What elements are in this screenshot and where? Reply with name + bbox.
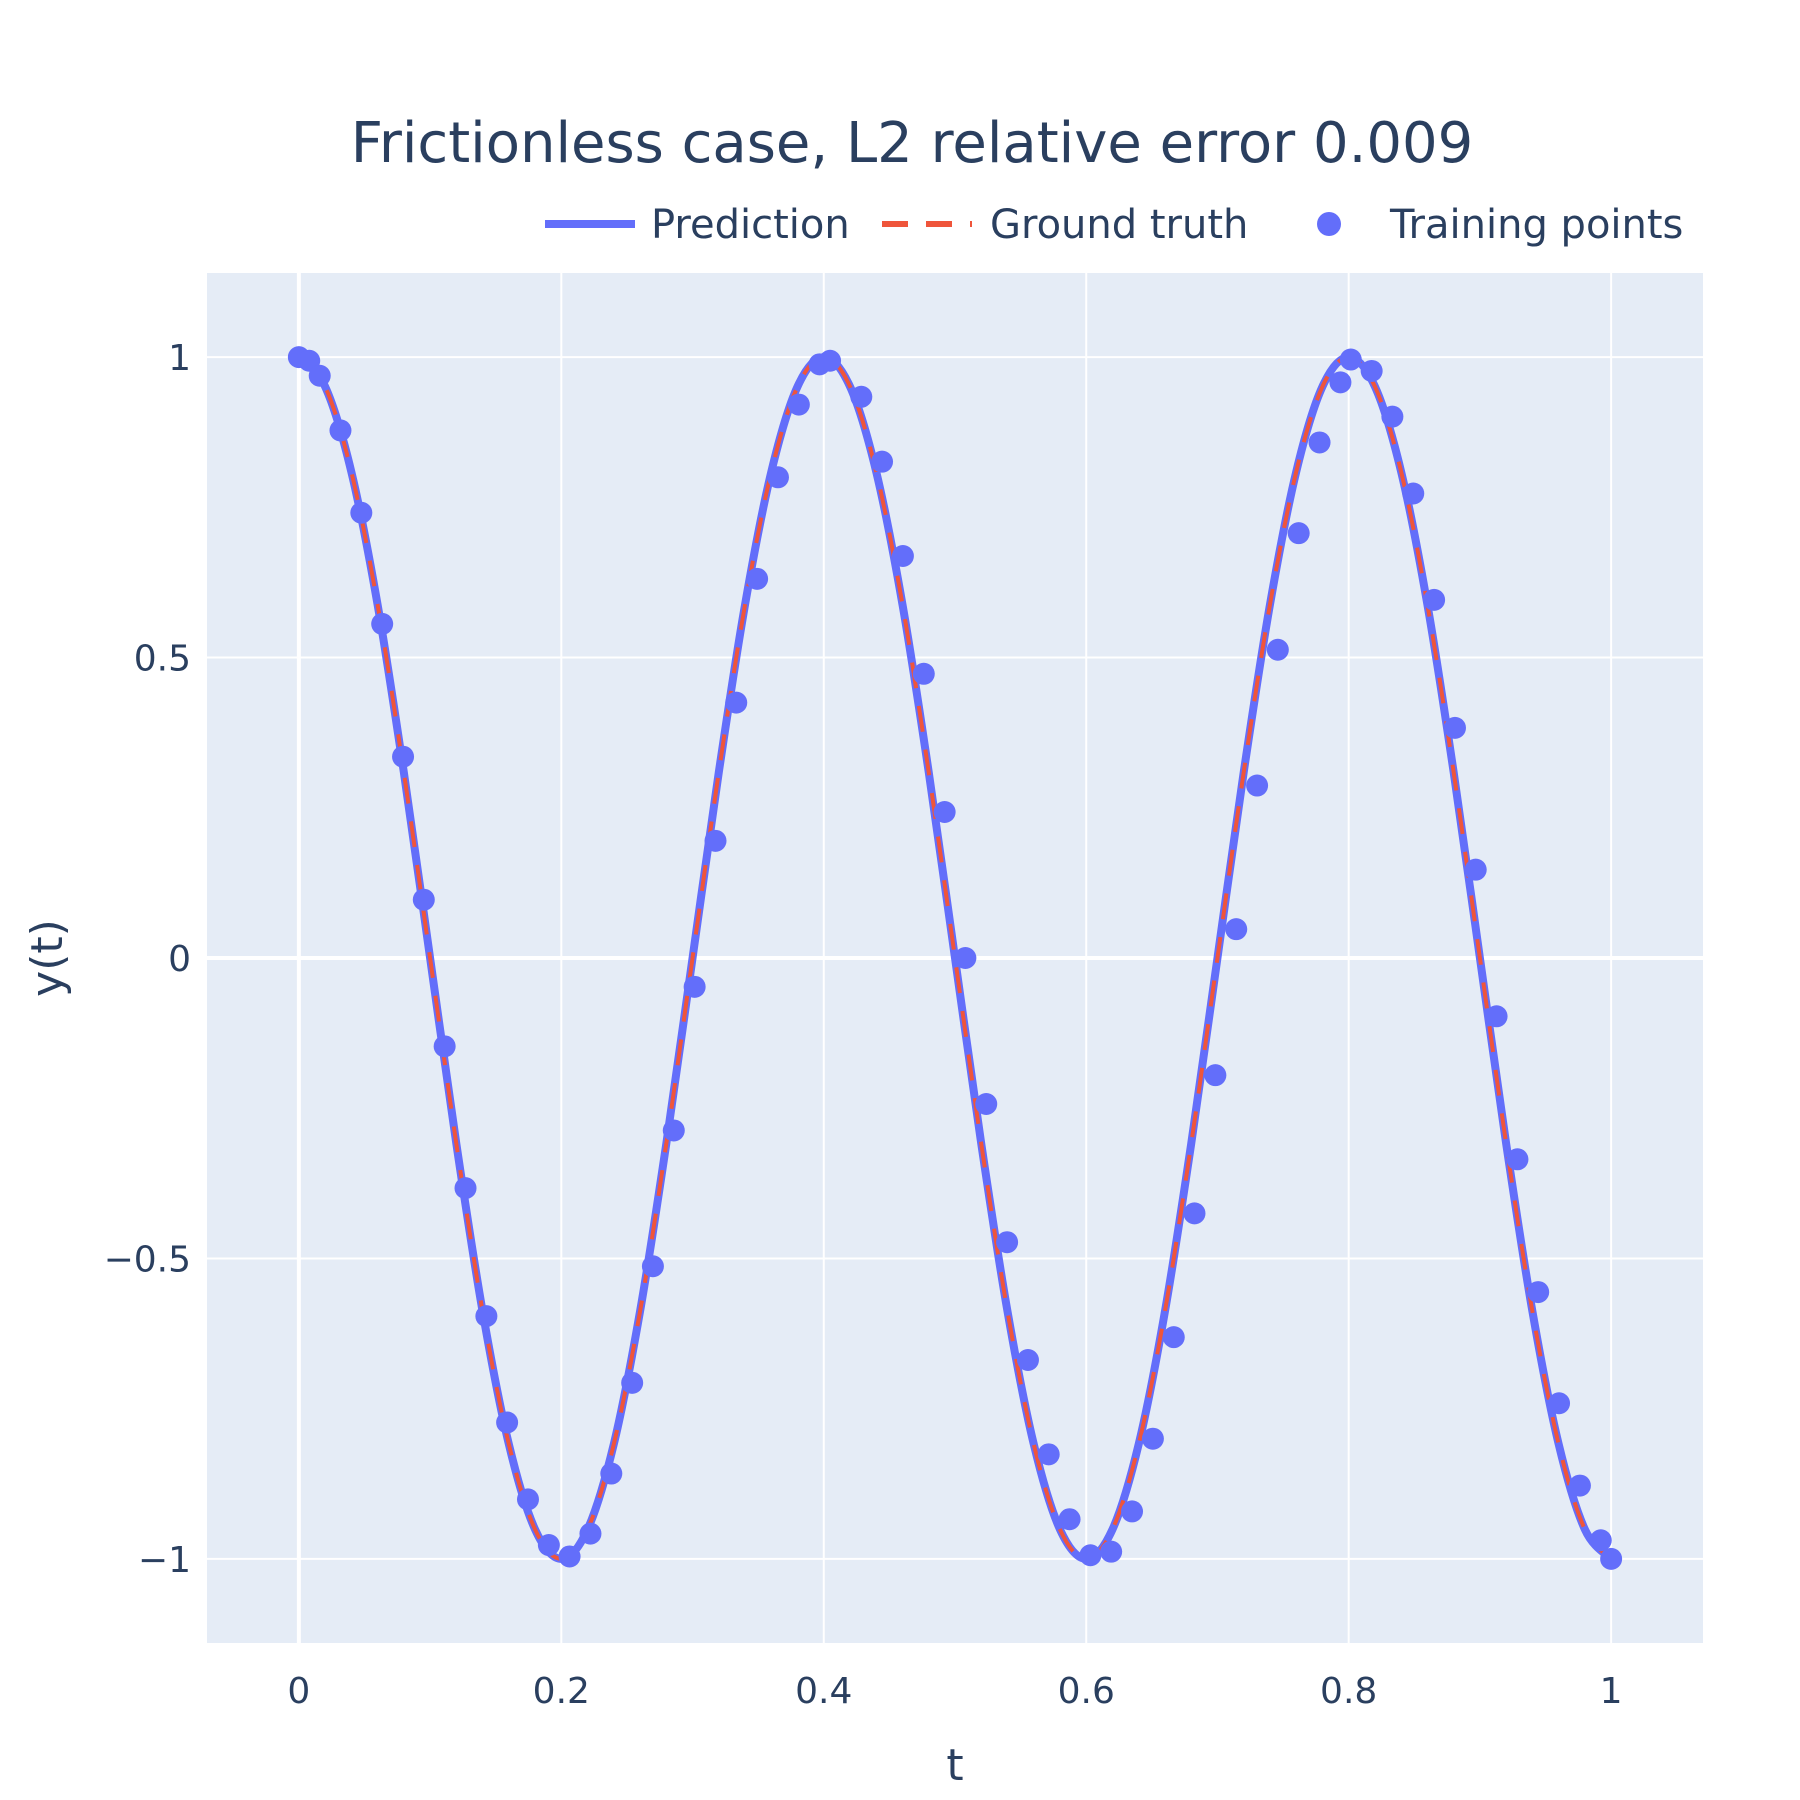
legend-training-points-swatch	[1317, 212, 1341, 236]
tick-labels: 0 0.2 0.4 0.6 0.8 1 −1 −0.5 0 0.5 1	[104, 338, 1623, 1712]
training-point	[392, 745, 415, 768]
training-point	[1402, 482, 1425, 505]
x-tick-label: 1	[1600, 1671, 1623, 1712]
training-point	[1141, 1427, 1164, 1450]
legend-training-points-label: Training points	[1389, 202, 1683, 248]
training-point	[1600, 1547, 1623, 1570]
training-point	[704, 829, 727, 852]
training-point	[1589, 1529, 1612, 1552]
legend-prediction-label: Prediction	[651, 202, 850, 248]
y-tick-label: −0.5	[104, 1239, 191, 1280]
training-point	[891, 545, 914, 568]
training-point	[537, 1534, 560, 1557]
y-tick-label: 1	[168, 338, 191, 379]
training-point	[308, 364, 331, 387]
training-point	[1183, 1202, 1206, 1225]
x-tick-label: 0	[287, 1671, 310, 1712]
training-point	[600, 1462, 623, 1485]
training-point	[1058, 1508, 1081, 1531]
training-point	[1464, 858, 1487, 881]
y-tick-label: 0.5	[134, 639, 191, 680]
y-axis-title: y(t)	[22, 919, 73, 997]
training-point	[433, 1035, 456, 1058]
training-point	[1423, 588, 1446, 611]
training-point	[1485, 1005, 1508, 1028]
training-point	[329, 419, 352, 442]
training-point	[725, 691, 748, 714]
training-point	[1266, 638, 1289, 661]
training-point	[1162, 1326, 1185, 1349]
training-point	[683, 975, 706, 998]
training-point	[746, 567, 769, 590]
training-point	[350, 501, 373, 524]
training-point	[1037, 1443, 1060, 1466]
training-point	[1246, 774, 1269, 797]
training-point	[1360, 359, 1383, 382]
training-point	[1381, 405, 1404, 428]
x-axis-title: t	[946, 1740, 963, 1791]
chart-title: Frictionless case, L2 relative error 0.0…	[351, 111, 1474, 176]
training-point	[1016, 1348, 1039, 1371]
x-tick-label: 0.4	[795, 1671, 852, 1712]
training-point	[933, 800, 956, 823]
training-point	[454, 1177, 477, 1200]
training-point	[1329, 371, 1352, 394]
training-point	[996, 1231, 1019, 1254]
training-point	[371, 612, 394, 635]
training-point	[1204, 1064, 1227, 1087]
training-point	[1287, 522, 1310, 545]
training-point	[850, 385, 873, 408]
y-tick-label: 0	[168, 939, 191, 980]
series-layer	[287, 346, 1623, 1570]
training-point	[871, 450, 894, 473]
training-point	[475, 1305, 498, 1328]
training-point	[412, 888, 435, 911]
training-point	[1100, 1540, 1123, 1563]
legend: Prediction Ground truth Training points	[545, 202, 1683, 248]
training-point	[641, 1255, 664, 1278]
training-point	[766, 466, 789, 489]
training-point	[662, 1119, 685, 1142]
training-point	[1568, 1474, 1591, 1497]
training-point	[954, 947, 977, 969]
training-point	[1443, 716, 1466, 739]
training-point	[516, 1488, 539, 1511]
training-point	[1527, 1281, 1550, 1304]
ground-truth-line	[297, 355, 1613, 1561]
training-point	[579, 1522, 602, 1545]
training-point	[819, 349, 842, 372]
training-point	[621, 1371, 644, 1394]
x-tick-label: 0.8	[1320, 1671, 1377, 1712]
training-point	[1225, 918, 1248, 941]
grid	[207, 273, 1703, 1643]
training-point	[496, 1411, 519, 1434]
training-point	[1339, 348, 1362, 371]
y-tick-label: −1	[138, 1540, 191, 1581]
x-tick-label: 0.2	[533, 1671, 590, 1712]
x-tick-label: 0.6	[1058, 1671, 1115, 1712]
training-point	[1121, 1500, 1144, 1523]
training-point	[558, 1545, 581, 1568]
training-point	[787, 393, 810, 416]
training-point	[1308, 431, 1331, 454]
training-point	[912, 662, 935, 685]
training-point	[975, 1093, 998, 1116]
training-point	[1548, 1392, 1571, 1415]
training-point	[1079, 1544, 1102, 1567]
legend-ground-truth-label: Ground truth	[990, 202, 1248, 248]
training-point	[1506, 1148, 1529, 1171]
